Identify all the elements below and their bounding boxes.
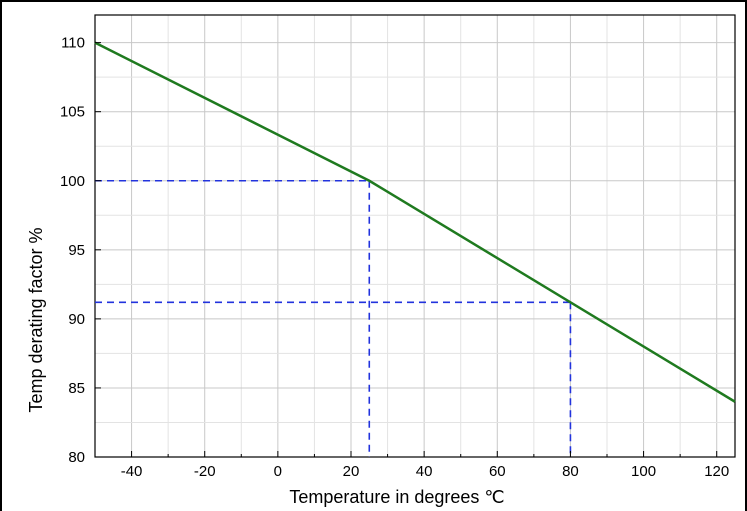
grid <box>94 15 735 458</box>
y-axis-title: Temp derating factor % <box>26 227 46 412</box>
x-tick-label: 100 <box>631 463 656 480</box>
y-tick-label: 95 <box>68 242 85 259</box>
x-tick-label: 20 <box>343 463 360 480</box>
x-tick-label: 120 <box>704 463 729 480</box>
series-group <box>94 41 736 403</box>
x-tick-label: 40 <box>416 463 433 480</box>
x-tick-label: -40 <box>121 463 143 480</box>
y-tick-label: 80 <box>68 449 85 466</box>
y-tick-label: 85 <box>68 380 85 397</box>
y-tick-label: 110 <box>61 35 85 52</box>
y-tick-label: 90 <box>68 311 85 328</box>
x-tick-label: 80 <box>562 463 579 480</box>
series-line <box>94 41 736 403</box>
y-tick-label: 100 <box>60 173 85 190</box>
x-axis-ticks: -40 -20 0 20 40 60 80 100 120 <box>94 451 729 480</box>
plot-area <box>94 14 736 458</box>
y-tick-label: 105 <box>60 104 85 121</box>
reference-lines <box>95 179 572 457</box>
x-tick-label: -20 <box>194 463 216 480</box>
x-tick-label: 0 <box>274 463 282 480</box>
y-axis-ticks: 80 85 90 95 100 105 110 <box>60 35 101 466</box>
x-tick-label: 60 <box>489 463 506 480</box>
x-axis-title: Temperature in degrees ℃ <box>289 487 504 507</box>
